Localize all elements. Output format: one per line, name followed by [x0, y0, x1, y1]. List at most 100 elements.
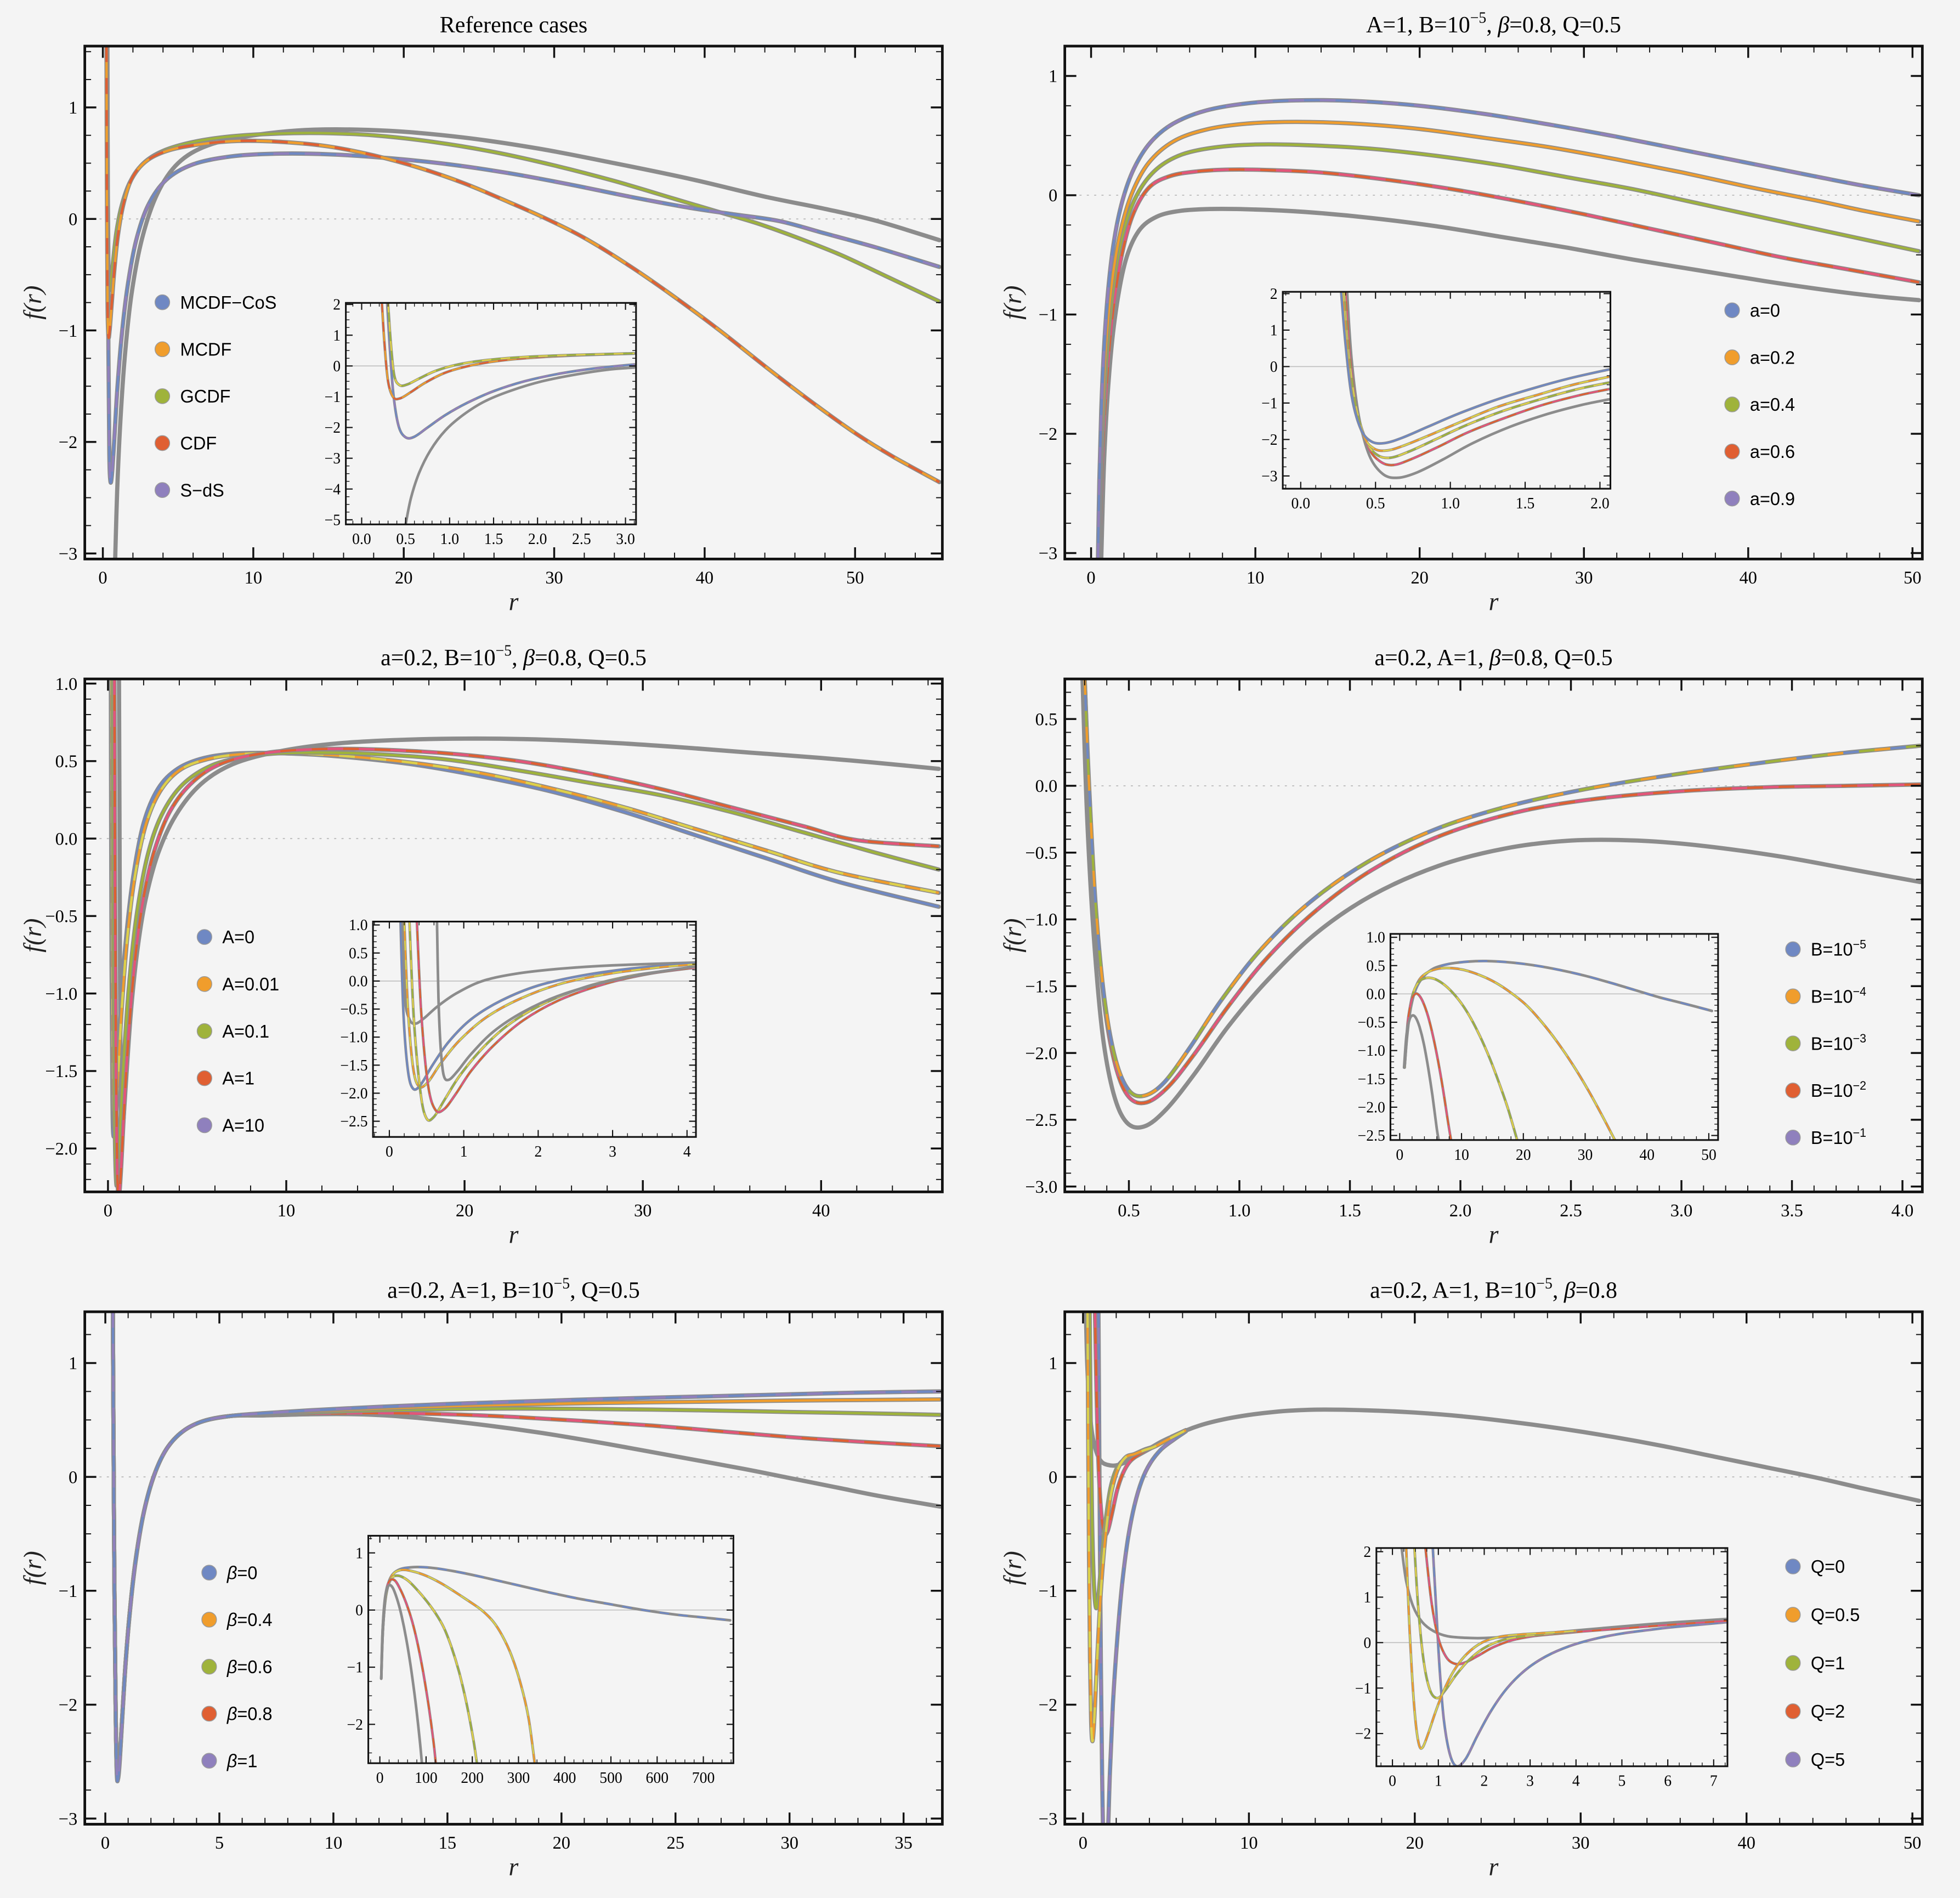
- p2-ytick-−1.5: −1.5: [45, 1062, 77, 1081]
- p4-ticks: [84, 1311, 943, 1825]
- legend-marker-icon: [196, 1117, 212, 1134]
- legend-label: β=0.4: [226, 1610, 273, 1630]
- legend-label: a=0: [1750, 300, 1780, 320]
- p0-inset-xtick-1.0: 1.0: [440, 531, 460, 548]
- p3-xtick-3.5: 3.5: [1781, 1201, 1803, 1221]
- legend-marker-icon: [1785, 1083, 1801, 1098]
- p1-inset-xtick-1.5: 1.5: [1516, 495, 1535, 512]
- legend-label: A=0.1: [222, 1021, 269, 1041]
- legend-marker-icon: [196, 1070, 212, 1086]
- p2-inset-ytick-−1.0: −1.0: [340, 1029, 367, 1046]
- p2-ytick-−0.5: −0.5: [45, 906, 77, 926]
- p5-inset-ytick-2: 2: [1363, 1544, 1371, 1561]
- legend-label: β=0: [226, 1562, 258, 1583]
- p2-ticks: [84, 679, 943, 1192]
- plot-reference-cases: 0 10 20 30 40 50 −3 −2 −1 0 1 Reference cases r f(r) 0…: [22, 9, 958, 624]
- p4-xtick-0: 0: [101, 1833, 110, 1853]
- p1-xtick-40: 40: [1740, 568, 1757, 588]
- legend-marker-icon: [1724, 302, 1740, 319]
- p5-xtick-0: 0: [1079, 1833, 1087, 1853]
- p5-series: [1084, 1311, 1922, 1825]
- p0-legend-item-4: S−dS: [154, 480, 224, 500]
- p3-ytick-0.5: 0.5: [1035, 710, 1058, 729]
- p4-ytick-−1: −1: [59, 1582, 78, 1601]
- p2-inset-xtick-4: 4: [683, 1143, 691, 1160]
- legend-label: CDF: [180, 433, 217, 453]
- p4-inset-ytick-−2: −2: [347, 1716, 363, 1733]
- p4-xtick-15: 15: [439, 1833, 456, 1853]
- legend-marker-icon: [1724, 443, 1740, 460]
- p0-inset-ytick-1: 1: [333, 327, 341, 344]
- p5-inset-xtick-4: 4: [1572, 1773, 1580, 1790]
- p1-tick-labels: 0 10 20 30 40 50−3−2−101: [1039, 66, 1922, 588]
- p3-xlabel: r: [1489, 1221, 1499, 1249]
- p3-ytick-0.0: 0.0: [1035, 777, 1058, 796]
- p5-legend-item-2: Q=1: [1785, 1653, 1845, 1673]
- legend-marker-icon: [1785, 1035, 1801, 1052]
- legend-marker-icon: [196, 976, 212, 992]
- p1-ytick-−3: −3: [1039, 544, 1058, 564]
- legend-label: β=1: [226, 1750, 258, 1771]
- p2-inset-bg: [373, 921, 696, 1137]
- p3-xtick-3.0: 3.0: [1670, 1201, 1693, 1221]
- p0-ytick-−1: −1: [59, 321, 78, 341]
- p0-inset-xtick-3.0: 3.0: [616, 531, 635, 548]
- p5-ytick-−2: −2: [1039, 1695, 1058, 1715]
- p3-xtick-2.0: 2.0: [1449, 1201, 1472, 1221]
- p3-ytick-−3.0: −3.0: [1025, 1177, 1057, 1197]
- p1-xlabel: r: [1489, 588, 1499, 616]
- p3-ylabel: f(r): [1002, 919, 1027, 953]
- legend-label: B=10−2: [1811, 1079, 1866, 1101]
- p5-ytick-−3: −3: [1039, 1809, 1058, 1829]
- p5-xtick-50: 50: [1904, 1833, 1921, 1853]
- p1-inset-ticks: [1283, 292, 1611, 489]
- plot-vary-A: 0 10 20 30 40 1.0 0.5 0.0 −0.5 −1.0 −1.5 −2.0 a=0.2,…: [22, 642, 958, 1257]
- p2-xtick-10: 10: [277, 1201, 295, 1221]
- p0-curve-GCDF: [105, 46, 942, 304]
- p4-xtick-35: 35: [894, 1833, 912, 1853]
- p2-ytick-−2.0: −2.0: [45, 1139, 77, 1159]
- p3-legend-item-0: B=10−5: [1785, 937, 1866, 960]
- p1-xtick-20: 20: [1410, 568, 1428, 588]
- p4-ytick-1: 1: [69, 1353, 77, 1373]
- p0-inset-xtick-2.0: 2.0: [528, 531, 547, 548]
- p2-xtick-30: 30: [634, 1201, 652, 1221]
- p4-legend: β=0 β=0.4 β=0.6 β=0.8 β=1: [201, 1562, 273, 1771]
- p1-curve-a=0.2: [1096, 120, 1922, 559]
- p1-xtick-0: 0: [1086, 568, 1095, 588]
- p5-curve-Q=0.5: [1085, 1311, 1188, 1743]
- p2-inset-xtick-1: 1: [460, 1143, 468, 1160]
- p3-ytick-−2.5: −2.5: [1025, 1111, 1057, 1130]
- legend-label: a=0.4: [1750, 394, 1795, 415]
- p2-curve-A=1: [112, 679, 941, 1192]
- p4-title: a=0.2, A=1, B=10−5, Q=0.5: [387, 1275, 639, 1303]
- p2-inset-tick-labels: 0 1 2 3 4 1.0 0.5 0.0 −0.5 −1.0 −1.5 −2.0 −2.5: [340, 917, 690, 1160]
- p4-inset-bg: [368, 1536, 734, 1764]
- legend-marker-icon: [154, 435, 171, 451]
- p5-inset-xtick-3: 3: [1526, 1773, 1534, 1790]
- p3-inset-series: [1402, 960, 1714, 1140]
- p0-xlabel: r: [509, 588, 519, 616]
- p2-inset-curve-A=1: [415, 921, 696, 1114]
- legend-marker-icon: [1785, 1655, 1801, 1671]
- p0-series: [104, 46, 942, 559]
- p5-inset-xtick-2: 2: [1481, 1773, 1488, 1790]
- p4-series: [111, 1311, 942, 1783]
- p2-xlabel: r: [509, 1221, 519, 1249]
- p2-legend-item-0: A=0: [196, 927, 254, 947]
- p0-curve-MCDF-CoS: [105, 46, 942, 485]
- p5-legend-item-0: Q=0: [1785, 1556, 1845, 1577]
- p4-ylabel: f(r): [22, 1551, 47, 1585]
- p3-inset-curve-B=10^-3: [1403, 976, 1519, 1140]
- p1-inset-curve-a=0.4: [1342, 292, 1611, 460]
- p3-xtick-4.0: 4.0: [1891, 1201, 1914, 1221]
- p5-inset-xtick-5: 5: [1618, 1773, 1626, 1790]
- p0-tick-labels: 0 10 20 30 40 50−3−2−101: [59, 98, 864, 588]
- p1-ytick-1: 1: [1049, 66, 1057, 86]
- p2-ytick-−1.0: −1.0: [45, 984, 77, 1004]
- p2-inset-curve-A=0.01: [403, 921, 696, 1089]
- p3-inset-curve-B=10^-2: [1403, 992, 1453, 1140]
